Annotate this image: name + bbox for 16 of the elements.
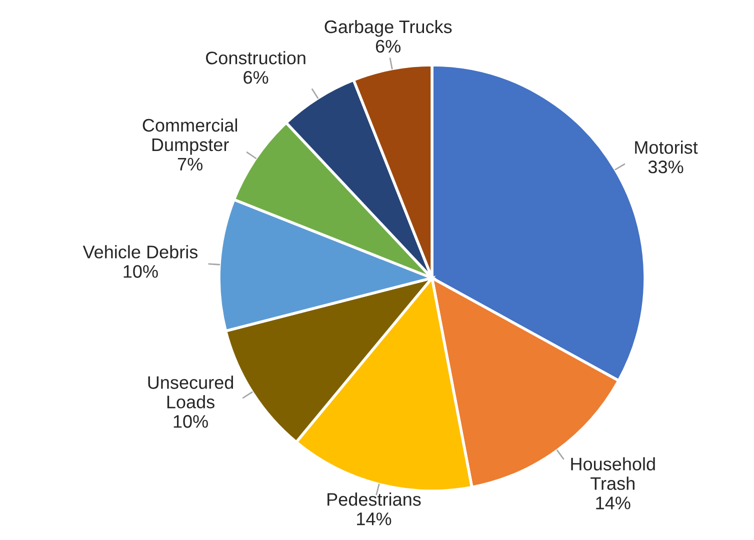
slice-label: Pedestrians [328,492,421,506]
slice-label: Vehicle Debris [82,245,198,258]
slice-label: Garbage Trucks [324,20,452,37]
data-label: 6% [376,40,400,53]
data-label: 14% [357,512,392,526]
data-label: 7% [178,158,202,171]
data-label: 14% [596,496,630,510]
slice-label: Motorist [635,140,698,154]
slice-label: Commercial Dumpster [142,118,238,155]
slice-label: Household Trash [571,457,655,490]
slice-label: Construction [206,51,306,64]
data-label: 33% [648,160,684,174]
data-label: 6% [244,71,268,84]
data-label: 10% [174,415,208,428]
slice-label: Unsecured Loads [148,376,234,408]
data-label: 10% [124,265,158,278]
